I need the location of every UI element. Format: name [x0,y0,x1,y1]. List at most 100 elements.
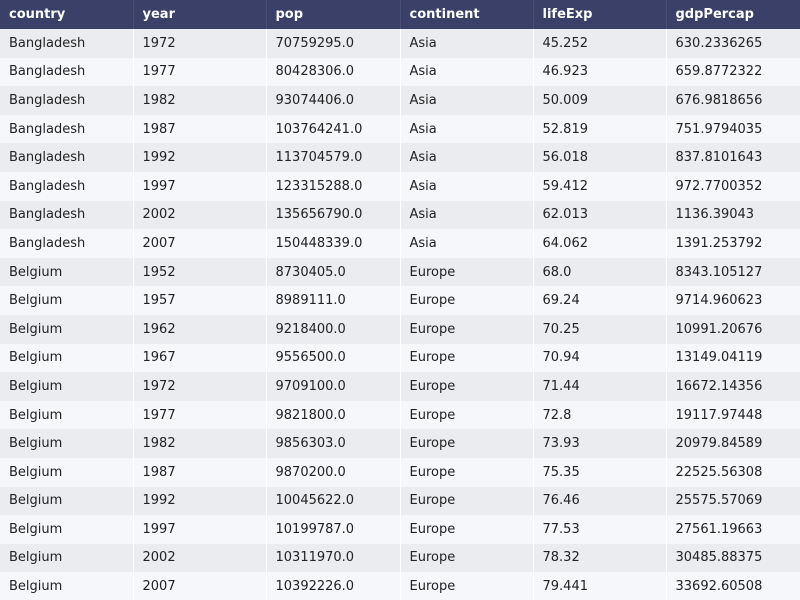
cell-country: Bangladesh [0,114,133,144]
cell-country: Belgium [0,343,133,373]
cell-year: 2007 [132,229,266,258]
table-row: Bangladesh 1992 113704579.0 Asia 56.018 837.8… [0,143,800,172]
cell-continent: Europe [399,372,533,401]
table-row: Belgium 2002 10311970.0 Europe 78.32 30485.88… [0,543,800,573]
table-row: Bangladesh 1972 70759295.0 Asia 45.252 630.23… [0,29,800,58]
cell-gdppercap: 19117.97448 [665,400,800,430]
cell-country: Belgium [0,400,133,430]
column-header-gdppercap[interactable]: gdpPercap [665,0,800,29]
table-row: Belgium 1972 9709100.0 Europe 71.44 16672.143… [0,372,800,401]
cell-pop: 9556500.0 [265,343,400,373]
cell-lifeexp: 45.252 [532,29,666,58]
cell-pop: 8989111.0 [265,286,400,315]
cell-pop: 9821800.0 [265,400,400,430]
table-body: Bangladesh 1972 70759295.0 Asia 45.252 630.23… [0,29,800,600]
cell-year: 1967 [132,343,266,373]
cell-gdppercap: 9714.960623 [665,286,800,315]
table-row: Belgium 1957 8989111.0 Europe 69.24 9714.9606… [0,286,800,315]
cell-country: Bangladesh [0,200,133,230]
cell-lifeexp: 70.94 [532,343,666,373]
cell-year: 1997 [132,171,266,201]
cell-country: Bangladesh [0,86,133,115]
cell-continent: Asia [399,229,533,258]
cell-gdppercap: 676.9818656 [665,86,800,115]
cell-country: Belgium [0,486,133,516]
cell-gdppercap: 659.8772322 [665,57,800,87]
column-header-pop[interactable]: pop [265,0,400,29]
cell-continent: Asia [399,200,533,230]
cell-continent: Asia [399,143,533,172]
cell-continent: Europe [399,486,533,516]
cell-year: 1992 [132,143,266,172]
cell-country: Belgium [0,543,133,573]
cell-gdppercap: 1136.39043 [665,200,800,230]
cell-pop: 103764241.0 [265,114,400,144]
cell-gdppercap: 30485.88375 [665,543,800,573]
cell-gdppercap: 27561.19663 [665,515,800,544]
table-row: Belgium 1982 9856303.0 Europe 73.93 20979.845… [0,429,800,458]
cell-country: Bangladesh [0,171,133,201]
cell-year: 2007 [132,572,266,600]
cell-country: Belgium [0,457,133,487]
cell-pop: 80428306.0 [265,57,400,87]
cell-year: 1972 [132,29,266,58]
column-header-lifeexp[interactable]: lifeExp [532,0,666,29]
cell-lifeexp: 50.009 [532,86,666,115]
cell-country: Belgium [0,515,133,544]
table-row: Belgium 1977 9821800.0 Europe 72.8 19117.9744… [0,400,800,430]
cell-gdppercap: 13149.04119 [665,343,800,373]
table-row: Belgium 1967 9556500.0 Europe 70.94 13149.041… [0,343,800,373]
cell-country: Belgium [0,372,133,401]
cell-year: 1952 [132,257,266,287]
cell-continent: Europe [399,543,533,573]
cell-year: 1987 [132,457,266,487]
cell-continent: Europe [399,429,533,458]
cell-continent: Europe [399,257,533,287]
cell-lifeexp: 68.0 [532,257,666,287]
cell-lifeexp: 52.819 [532,114,666,144]
cell-year: 1997 [132,515,266,544]
cell-gdppercap: 16672.14356 [665,372,800,401]
cell-gdppercap: 8343.105127 [665,257,800,287]
cell-pop: 93074406.0 [265,86,400,115]
table-header: country year pop continent lifeExp gdpPercap [0,0,800,29]
table-row: Bangladesh 1982 93074406.0 Asia 50.009 676.98… [0,86,800,115]
cell-year: 1982 [132,429,266,458]
cell-continent: Asia [399,114,533,144]
column-header-country[interactable]: country [0,0,133,29]
cell-continent: Asia [399,86,533,115]
cell-gdppercap: 837.8101643 [665,143,800,172]
cell-lifeexp: 78.32 [532,543,666,573]
cell-pop: 10311970.0 [265,543,400,573]
cell-year: 1992 [132,486,266,516]
cell-gdppercap: 22525.56308 [665,457,800,487]
cell-pop: 70759295.0 [265,29,400,58]
cell-lifeexp: 79.441 [532,572,666,600]
cell-continent: Asia [399,29,533,58]
table-row: Belgium 1987 9870200.0 Europe 75.35 22525.563… [0,457,800,487]
cell-continent: Europe [399,286,533,315]
cell-continent: Asia [399,171,533,201]
cell-gdppercap: 630.2336265 [665,29,800,58]
cell-lifeexp: 62.013 [532,200,666,230]
cell-lifeexp: 72.8 [532,400,666,430]
cell-lifeexp: 71.44 [532,372,666,401]
cell-pop: 9709100.0 [265,372,400,401]
table-row: Belgium 1997 10199787.0 Europe 77.53 27561.19… [0,515,800,544]
cell-pop: 9856303.0 [265,429,400,458]
cell-gdppercap: 972.7700352 [665,171,800,201]
cell-lifeexp: 75.35 [532,457,666,487]
cell-gdppercap: 10991.20676 [665,314,800,344]
table-row: Bangladesh 1987 103764241.0 Asia 52.819 751.9… [0,114,800,144]
cell-pop: 9870200.0 [265,457,400,487]
table-row: Belgium 1962 9218400.0 Europe 70.25 10991.206… [0,314,800,344]
cell-continent: Asia [399,57,533,87]
cell-gdppercap: 33692.60508 [665,572,800,600]
column-header-continent[interactable]: continent [399,0,533,29]
cell-continent: Europe [399,457,533,487]
cell-year: 1957 [132,286,266,315]
cell-lifeexp: 69.24 [532,286,666,315]
column-header-year[interactable]: year [132,0,266,29]
cell-gdppercap: 1391.253792 [665,229,800,258]
